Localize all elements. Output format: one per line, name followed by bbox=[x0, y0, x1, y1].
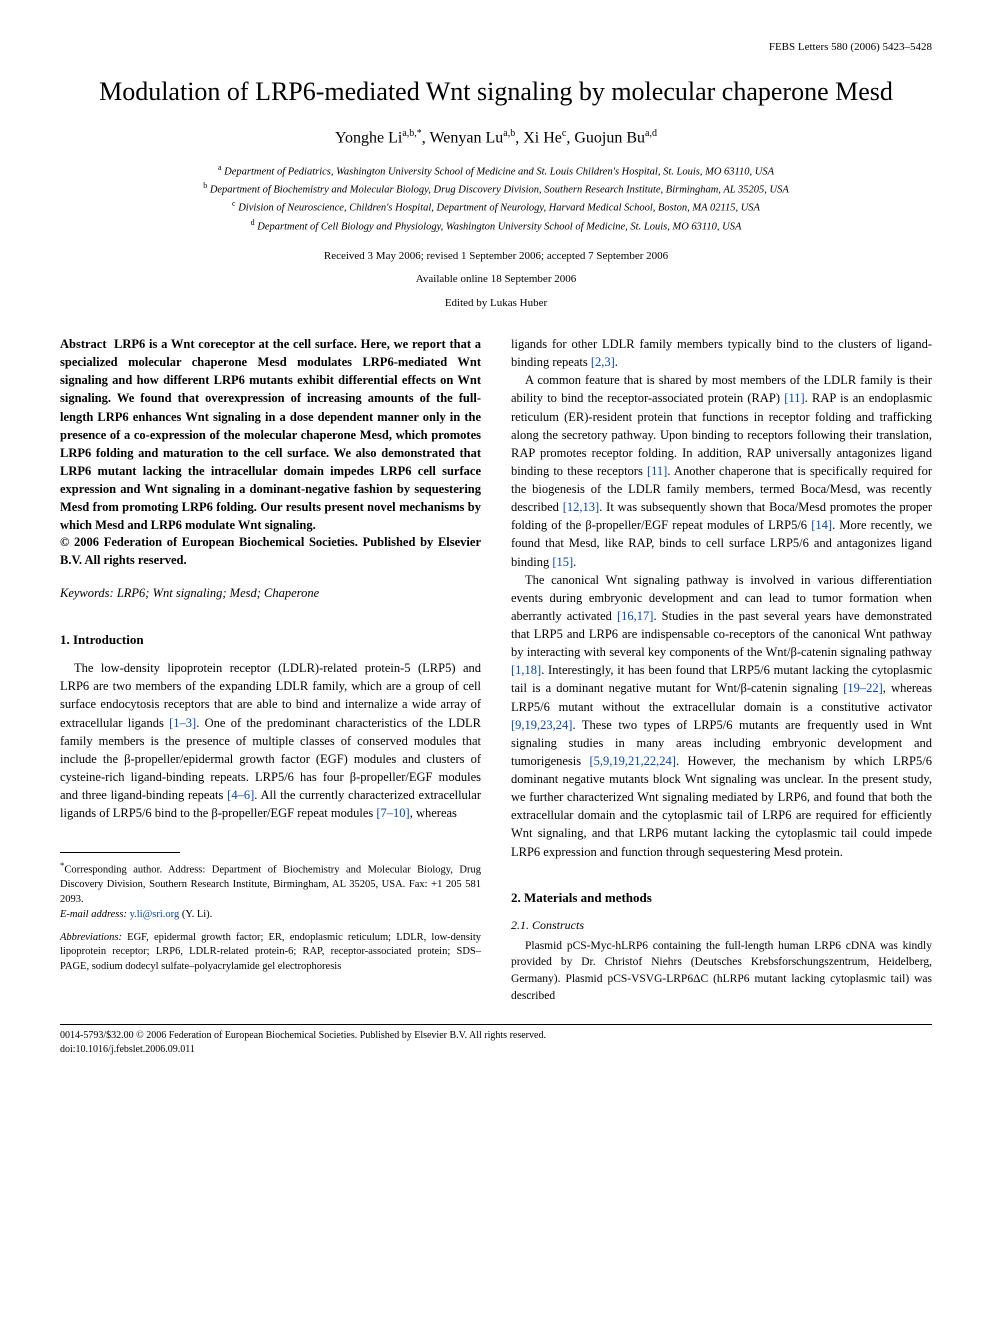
abstract-copyright: © 2006 Federation of European Biochemica… bbox=[60, 534, 481, 569]
abbrev-text: EGF, epidermal growth factor; ER, endopl… bbox=[60, 932, 481, 972]
edited-by: Edited by Lukas Huber bbox=[60, 296, 932, 311]
citation-link[interactable]: [9,19,23,24] bbox=[511, 718, 572, 732]
online-date: Available online 18 September 2006 bbox=[60, 272, 932, 287]
intro-heading: 1. Introduction bbox=[60, 631, 481, 649]
abstract-label: Abstract bbox=[60, 337, 107, 351]
abstract-text: LRP6 is a Wnt coreceptor at the cell sur… bbox=[60, 337, 481, 532]
abbrev-label: Abbreviations: bbox=[60, 932, 122, 943]
citation-link[interactable]: [5,9,19,21,22,24] bbox=[590, 754, 676, 768]
abstract-block: Abstract LRP6 is a Wnt coreceptor at the… bbox=[60, 335, 481, 534]
body-text: . bbox=[615, 355, 618, 369]
left-column: Abstract LRP6 is a Wnt coreceptor at the… bbox=[60, 335, 481, 1004]
keywords: Keywords: LRP6; Wnt signaling; Mesd; Cha… bbox=[60, 585, 481, 603]
footer-copyright: 0014-5793/$32.00 © 2006 Federation of Eu… bbox=[60, 1029, 932, 1043]
affiliation-c: Division of Neuroscience, Children's Hos… bbox=[238, 203, 760, 214]
received-date: Received 3 May 2006; revised 1 September… bbox=[60, 249, 932, 264]
col2-paragraph-1: ligands for other LDLR family members ty… bbox=[511, 335, 932, 371]
abbreviations-footnote: Abbreviations: EGF, epidermal growth fac… bbox=[60, 931, 481, 975]
email-name: (Y. Li). bbox=[182, 909, 212, 920]
footnote-separator bbox=[60, 852, 180, 853]
email-link[interactable]: y.li@sri.org bbox=[130, 909, 180, 920]
body-text: . However, the mechanism by which LRP5/6… bbox=[511, 754, 932, 859]
citation-link[interactable]: [4–6] bbox=[227, 788, 254, 802]
two-column-layout: Abstract LRP6 is a Wnt coreceptor at the… bbox=[60, 335, 932, 1004]
body-text: . bbox=[573, 555, 576, 569]
authors-line: Yonghe Lia,b,*, Wenyan Lua,b, Xi Hec, Gu… bbox=[60, 127, 932, 150]
methods-heading: 2. Materials and methods bbox=[511, 889, 932, 907]
citation-link[interactable]: [7–10] bbox=[376, 806, 409, 820]
methods-text: Plasmid pCS-Myc-hLRP6 containing the ful… bbox=[511, 938, 932, 1005]
journal-header: FEBS Letters 580 (2006) 5423–5428 bbox=[60, 40, 932, 55]
intro-text: , whereas bbox=[410, 806, 457, 820]
article-title: Modulation of LRP6-mediated Wnt signalin… bbox=[60, 75, 932, 109]
affiliation-b: Department of Biochemistry and Molecular… bbox=[210, 185, 789, 196]
col2-paragraph-2: A common feature that is shared by most … bbox=[511, 371, 932, 570]
footer-doi: doi:10.1016/j.febslet.2006.09.011 bbox=[60, 1043, 932, 1057]
methods-subheading: 2.1. Constructs bbox=[511, 917, 932, 934]
corresponding-footnote: *Corresponding author. Address: Departme… bbox=[60, 859, 481, 922]
affiliation-a: Department of Pediatrics, Washington Uni… bbox=[224, 166, 774, 177]
citation-link[interactable]: [1–3] bbox=[169, 716, 196, 730]
intro-paragraph-1: The low-density lipoprotein receptor (LD… bbox=[60, 659, 481, 822]
citation-link[interactable]: [19–22] bbox=[843, 681, 883, 695]
citation-link[interactable]: [1,18] bbox=[511, 663, 541, 677]
methods-paragraph: Plasmid pCS-Myc-hLRP6 containing the ful… bbox=[511, 938, 932, 1005]
right-column: ligands for other LDLR family members ty… bbox=[511, 335, 932, 1004]
citation-link[interactable]: [12,13] bbox=[563, 500, 599, 514]
citation-link[interactable]: [14] bbox=[811, 518, 832, 532]
citation-link[interactable]: [2,3] bbox=[591, 355, 615, 369]
body-text: ligands for other LDLR family members ty… bbox=[511, 337, 932, 369]
citation-link[interactable]: [11] bbox=[647, 464, 667, 478]
affiliation-d: Department of Cell Biology and Physiolog… bbox=[257, 221, 741, 232]
citation-link[interactable]: [15] bbox=[552, 555, 573, 569]
affiliations: a Department of Pediatrics, Washington U… bbox=[60, 162, 932, 235]
citation-link[interactable]: [11] bbox=[784, 391, 804, 405]
corresponding-text: Corresponding author. Address: Departmen… bbox=[60, 865, 481, 905]
citation-link[interactable]: [16,17] bbox=[617, 609, 653, 623]
col2-paragraph-3: The canonical Wnt signaling pathway is i… bbox=[511, 571, 932, 861]
footer-separator bbox=[60, 1024, 932, 1025]
email-label: E-mail address: bbox=[60, 909, 127, 920]
